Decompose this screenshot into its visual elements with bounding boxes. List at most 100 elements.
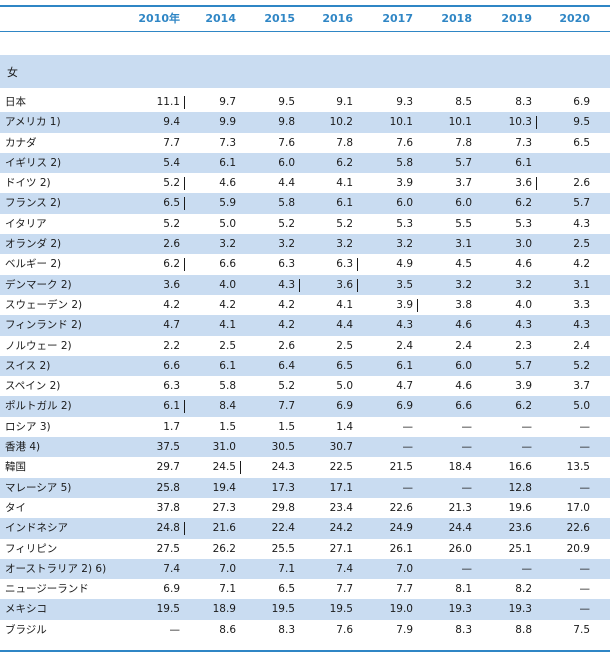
table-cell: 30.7: [329, 441, 353, 454]
table-cell: 25.5: [271, 542, 295, 555]
table-row: 韓国 29.7 24.5 24.3 22.5 21.5 18.4 16.6 13.5: [0, 457, 610, 477]
table-cell: 24.2: [329, 522, 353, 535]
table-cell: 4.0: [515, 298, 532, 311]
table-body: 日本 11.1 9.7 9.5 9.1 9.3 8.5 8.3 6.9 アメリカ 1) 9.4 9.9…: [0, 92, 610, 640]
table-cell: 23.4: [329, 501, 353, 514]
table-row: イタリア 5.2 5.0 5.2 5.2 5.3 5.5 5.3 4.3: [0, 214, 610, 234]
table-cell: 7.7: [163, 136, 180, 149]
table-cell: 6.2: [515, 400, 532, 413]
table-cell: 5.0: [573, 400, 590, 413]
table-cell: 10.3: [508, 116, 532, 129]
table-cell: 5.8: [278, 197, 295, 210]
table-cell: 6.9: [163, 583, 180, 596]
table-cell: 24.4: [448, 522, 472, 535]
column-header: 2020: [559, 12, 590, 25]
table-cell: 18.9: [212, 603, 236, 616]
table-cell: 21.6: [212, 522, 236, 535]
table-cell: 9.1: [336, 96, 353, 108]
table-cell: [535, 153, 590, 173]
table-cell: 2.4: [455, 339, 472, 352]
table-cell: —: [579, 420, 591, 433]
table-cell: 2.2: [163, 339, 180, 352]
table-cell: 3.9: [396, 298, 413, 311]
table-cell: 5.8: [396, 156, 413, 169]
row-label: ニュージーランド: [5, 583, 89, 596]
table-cell: —: [461, 441, 473, 454]
table-cell: 7.3: [515, 136, 532, 149]
row-label: マレーシア 5): [5, 481, 72, 494]
table-cell: 21.3: [448, 501, 472, 514]
row-label: オランダ 2): [5, 238, 62, 251]
table-cell: 4.0: [219, 278, 236, 291]
series-break-marker: [184, 197, 185, 211]
table-cell: —: [579, 603, 591, 616]
table-cell: 4.5: [455, 258, 472, 271]
table-cell: 6.6: [455, 400, 472, 413]
table-cell: 24.5: [212, 461, 236, 474]
series-break-marker: [184, 258, 185, 272]
table-cell: 12.8: [508, 481, 532, 494]
table-cell: 19.3: [508, 603, 532, 616]
table-cell: 4.3: [396, 319, 413, 332]
column-header: 2017: [382, 12, 413, 25]
table-cell: 24.3: [271, 461, 295, 474]
table-cell: 3.6: [163, 278, 180, 291]
table-cell: 5.7: [455, 156, 472, 169]
table-cell: 6.2: [515, 197, 532, 210]
row-label: イタリア: [5, 217, 47, 230]
series-break-marker: [184, 400, 185, 414]
table-cell: 2.5: [336, 339, 353, 352]
table-cell: 6.1: [515, 156, 532, 169]
table-row: タイ 37.8 27.3 29.8 23.4 22.6 21.3 19.6 17.0: [0, 498, 610, 518]
table-cell: 4.2: [219, 298, 236, 311]
top-rule: [0, 5, 610, 7]
table-cell: 5.0: [219, 217, 236, 230]
table-cell: 6.3: [278, 258, 295, 271]
column-header: 2019: [501, 12, 532, 25]
table-cell: 5.5: [455, 217, 472, 230]
table-cell: 6.2: [336, 156, 353, 169]
table-cell: 25.1: [508, 542, 532, 555]
table-cell: 2.4: [396, 339, 413, 352]
table-cell: 7.0: [219, 562, 236, 575]
row-label: スウェーデン 2): [5, 298, 83, 311]
table-cell: 5.3: [515, 217, 532, 230]
table-cell: 25.8: [156, 481, 180, 494]
table-cell: —: [402, 441, 414, 454]
table-cell: 37.5: [156, 441, 180, 454]
table-cell: 6.6: [163, 359, 180, 372]
table-row: デンマーク 2) 3.6 4.0 4.3 3.6 3.5 3.2 3.2 3.1: [0, 274, 610, 295]
table-row: メキシコ 19.5 18.9 19.5 19.5 19.0 19.3 19.3 —: [0, 599, 610, 620]
table-row: スイス 2) 6.6 6.1 6.4 6.5 6.1 6.0 5.7 5.2: [0, 355, 610, 377]
table-cell: 4.1: [336, 298, 353, 311]
table-cell: 31.0: [212, 441, 236, 454]
table-cell: 4.6: [455, 319, 472, 332]
table-cell: 10.1: [448, 116, 472, 129]
table-cell: 6.3: [163, 380, 180, 393]
table-row: 日本 11.1 9.7 9.5 9.1 9.3 8.5 8.3 6.9: [0, 92, 610, 112]
column-header: 2016: [322, 12, 353, 25]
table-cell: 7.7: [396, 583, 413, 596]
table-cell: —: [461, 562, 473, 575]
table-cell: 3.2: [396, 238, 413, 251]
header-rule: [0, 31, 610, 32]
table-row: スウェーデン 2) 4.2 4.2 4.2 4.1 3.9 3.8 4.0 3.3: [0, 295, 610, 315]
table-cell: —: [402, 420, 414, 433]
table-cell: 3.2: [219, 238, 236, 251]
table-cell: 4.7: [163, 319, 180, 332]
table-cell: 24.9: [389, 522, 413, 535]
table-cell: 4.6: [515, 258, 532, 271]
table-cell: 8.3: [278, 623, 295, 636]
table-row: ニュージーランド 6.9 7.1 6.5 7.7 7.7 8.1 8.2 —: [0, 579, 610, 599]
table-cell: 19.5: [329, 603, 353, 616]
table-cell: 9.5: [278, 96, 295, 108]
table-cell: 2.4: [573, 339, 590, 352]
table-cell: 9.3: [396, 96, 413, 108]
table-cell: 6.0: [396, 197, 413, 210]
row-label: アメリカ 1): [5, 116, 61, 129]
table-cell: 8.3: [455, 623, 472, 636]
table-cell: 7.3: [219, 136, 236, 149]
table-cell: 3.1: [455, 238, 472, 251]
table-row: マレーシア 5) 25.8 19.4 17.3 17.1 — — 12.8 —: [0, 477, 610, 498]
row-label: 韓国: [5, 461, 26, 474]
